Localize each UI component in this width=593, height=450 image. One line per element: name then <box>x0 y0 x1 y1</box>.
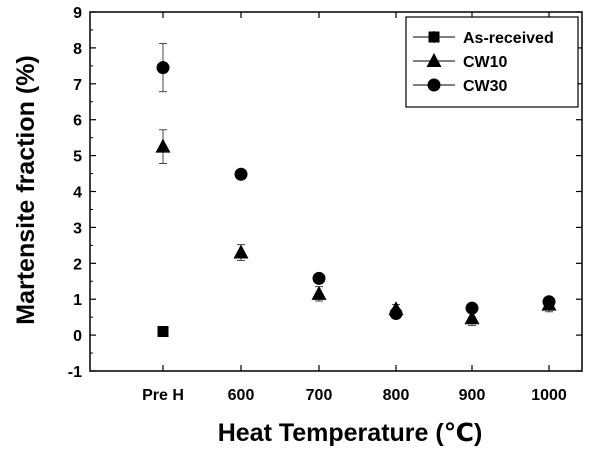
y-tick-label: -1 <box>68 364 82 381</box>
data-point <box>156 61 170 75</box>
series-cw30 <box>156 43 556 321</box>
legend-label: CW30 <box>463 78 508 95</box>
legend-marker <box>428 31 440 43</box>
x-axis-title: Heat Temperature (℃) <box>218 419 483 447</box>
data-point <box>157 326 169 338</box>
series-cw10 <box>155 129 557 326</box>
data-point <box>542 295 556 309</box>
legend-item: CW30 <box>413 78 508 95</box>
data-point <box>464 310 480 325</box>
legend-item: CW10 <box>413 53 508 71</box>
y-tick-label: 6 <box>73 113 82 130</box>
plot-marks <box>155 43 557 338</box>
y-tick-label: 7 <box>73 77 82 94</box>
data-point <box>312 271 326 285</box>
y-tick-label: 5 <box>73 149 82 166</box>
y-tick-label: 8 <box>73 41 82 58</box>
legend-marker <box>426 53 442 67</box>
legend-marker <box>427 78 441 92</box>
legend-label: CW10 <box>463 54 508 71</box>
data-point <box>233 244 249 259</box>
y-tick-label: 9 <box>73 5 82 22</box>
legend-item: As-received <box>413 30 554 47</box>
x-tick-label: 700 <box>306 387 333 404</box>
x-tick-label: 800 <box>383 387 410 404</box>
legend-label: As-received <box>463 30 554 47</box>
y-tick-label: 1 <box>73 292 82 309</box>
data-point <box>465 301 479 315</box>
x-tick-label: 600 <box>228 387 255 404</box>
y-tick-label: 2 <box>73 256 82 273</box>
y-axis-title: Martensite fraction (%) <box>12 55 40 324</box>
x-tick-label: Pre H <box>142 387 184 404</box>
legend: As-received CW10 CW30 <box>405 16 579 108</box>
data-point <box>311 285 327 300</box>
y-tick-label: 0 <box>73 328 82 345</box>
data-point <box>234 167 248 181</box>
x-tick-label: 1000 <box>531 387 567 404</box>
x-tick-label: 900 <box>459 387 486 404</box>
data-point <box>155 138 171 153</box>
y-tick-label: 4 <box>73 185 82 202</box>
y-tick-label: 3 <box>73 220 82 237</box>
series-as-received <box>157 326 169 338</box>
data-point <box>389 307 403 321</box>
axes: -1 0 1 2 3 4 5 6 7 8 9 Pre H 600 700 800 900 1000 <box>68 5 583 404</box>
